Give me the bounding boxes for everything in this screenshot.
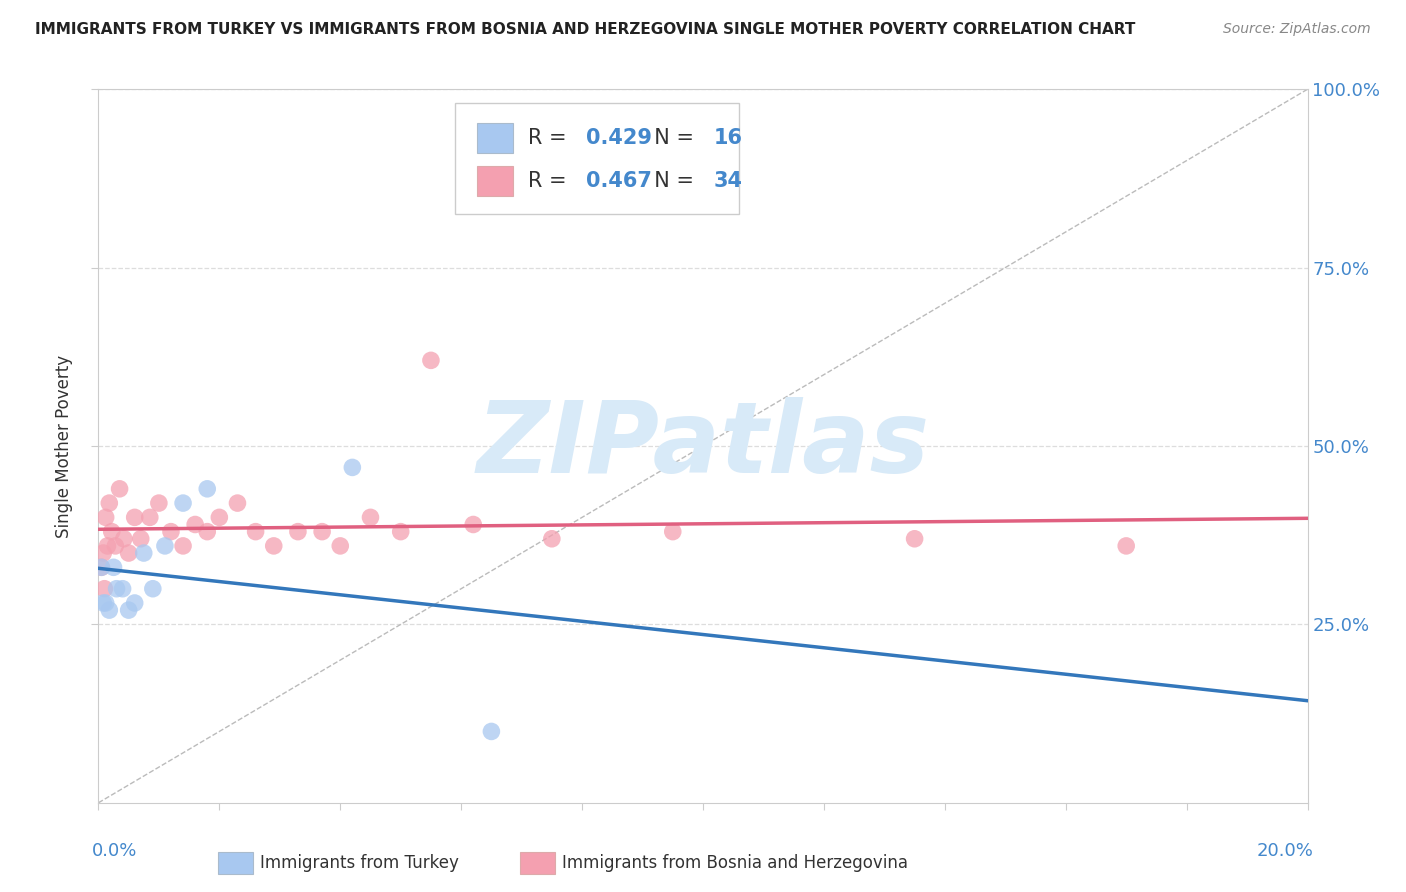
Point	[142, 582, 165, 596]
Point	[463, 517, 485, 532]
Text: N =: N =	[641, 170, 702, 191]
Point	[172, 496, 194, 510]
Text: 16: 16	[714, 128, 742, 148]
Text: 20.0%: 20.0%	[1257, 842, 1313, 860]
Point	[112, 532, 135, 546]
Point	[1115, 539, 1137, 553]
Point	[91, 596, 114, 610]
Text: 0.429: 0.429	[586, 128, 652, 148]
Point	[129, 532, 152, 546]
Point	[329, 539, 352, 553]
Point	[226, 496, 249, 510]
Point	[98, 496, 121, 510]
Point	[98, 603, 121, 617]
Point	[91, 546, 114, 560]
Point	[93, 582, 115, 596]
Text: R =: R =	[527, 128, 572, 148]
Text: Immigrants from Turkey: Immigrants from Turkey	[260, 854, 458, 871]
Point	[108, 482, 131, 496]
Point	[118, 546, 141, 560]
Text: ZIPatlas: ZIPatlas	[477, 398, 929, 494]
Y-axis label: Single Mother Poverty: Single Mother Poverty	[55, 354, 73, 538]
Point	[94, 510, 117, 524]
Point	[100, 524, 122, 539]
Point	[263, 539, 285, 553]
FancyBboxPatch shape	[477, 166, 513, 195]
Point	[139, 510, 162, 524]
FancyBboxPatch shape	[456, 103, 740, 214]
Point	[389, 524, 412, 539]
Point	[342, 460, 364, 475]
Point	[105, 582, 128, 596]
Text: IMMIGRANTS FROM TURKEY VS IMMIGRANTS FROM BOSNIA AND HERZEGOVINA SINGLE MOTHER P: IMMIGRANTS FROM TURKEY VS IMMIGRANTS FRO…	[35, 22, 1136, 37]
Text: 34: 34	[714, 170, 742, 191]
Point	[111, 582, 134, 596]
Text: 0.467: 0.467	[586, 170, 651, 191]
Point	[124, 596, 146, 610]
Point	[360, 510, 382, 524]
Point	[208, 510, 231, 524]
Point	[153, 539, 176, 553]
Point	[118, 603, 141, 617]
Point	[104, 539, 127, 553]
Text: Immigrants from Bosnia and Herzegovina: Immigrants from Bosnia and Herzegovina	[562, 854, 908, 871]
Text: N =: N =	[641, 128, 702, 148]
Point	[94, 596, 117, 610]
Point	[287, 524, 309, 539]
Text: R =: R =	[527, 170, 572, 191]
Point	[195, 482, 218, 496]
Point	[311, 524, 333, 539]
Point	[124, 510, 146, 524]
Point	[540, 532, 562, 546]
Point	[148, 496, 170, 510]
Point	[904, 532, 927, 546]
FancyBboxPatch shape	[477, 123, 513, 153]
Point	[184, 517, 207, 532]
Point	[132, 546, 155, 560]
Point	[90, 560, 112, 574]
Point	[195, 524, 218, 539]
Point	[661, 524, 683, 539]
Point	[90, 560, 112, 574]
Text: Source: ZipAtlas.com: Source: ZipAtlas.com	[1223, 22, 1371, 37]
Point	[245, 524, 267, 539]
Point	[96, 539, 118, 553]
Text: 0.0%: 0.0%	[93, 842, 138, 860]
Point	[420, 353, 443, 368]
Point	[160, 524, 183, 539]
Point	[481, 724, 503, 739]
Point	[172, 539, 194, 553]
Point	[103, 560, 125, 574]
